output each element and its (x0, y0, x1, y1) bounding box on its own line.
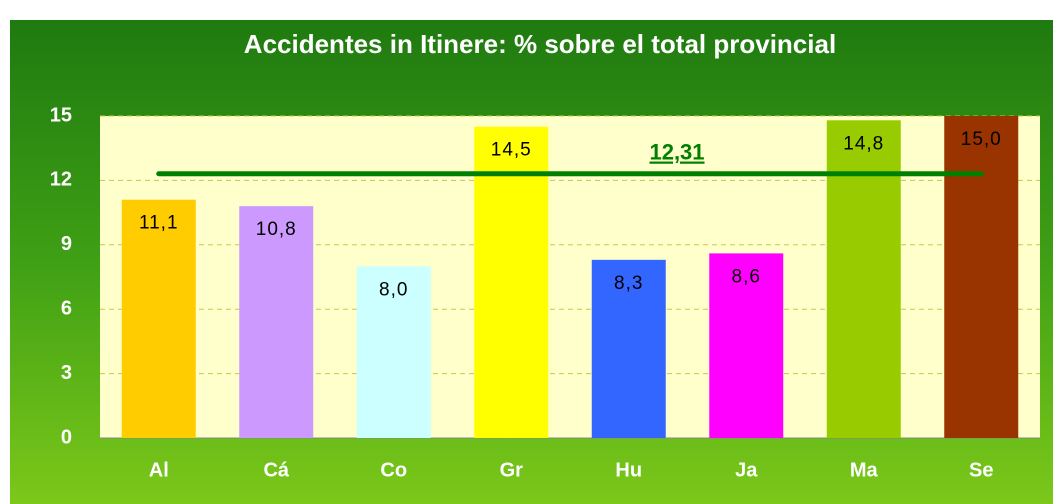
data-label: 14,5 (491, 140, 532, 161)
x-tick-label: Gr (500, 459, 524, 481)
bar (239, 206, 314, 438)
y-tick-label: 3 (61, 362, 72, 384)
data-label: 8,3 (614, 273, 643, 294)
chart-title: Accidentes in Itinere: % sobre el total … (244, 29, 836, 59)
bar (474, 126, 549, 438)
y-tick-label: 12 (50, 169, 72, 191)
x-tick-label: Ma (850, 459, 879, 481)
x-tick-label: Se (969, 459, 993, 481)
bar (356, 266, 431, 438)
data-label: 8,0 (379, 279, 408, 300)
bar (944, 116, 1019, 438)
x-tick-label: Al (149, 459, 169, 481)
data-label: 11,1 (139, 213, 179, 234)
y-tick-label: 15 (50, 104, 72, 126)
bar (709, 253, 784, 438)
average-label: 12,31 (649, 140, 704, 165)
x-tick-label: Co (380, 459, 407, 481)
bar (826, 120, 901, 438)
data-label: 15,0 (961, 129, 1002, 150)
x-tick-label: Ja (735, 459, 758, 481)
data-label: 14,8 (843, 133, 884, 154)
x-tick-label: Cá (263, 459, 289, 481)
data-label: 10,8 (256, 219, 297, 240)
bar (121, 199, 196, 438)
bar (591, 259, 666, 438)
data-label: 8,6 (732, 266, 761, 287)
y-tick-label: 9 (61, 233, 72, 255)
y-tick-label: 6 (61, 297, 72, 319)
y-tick-label: 0 (61, 426, 72, 448)
x-tick-label: Hu (615, 459, 642, 481)
